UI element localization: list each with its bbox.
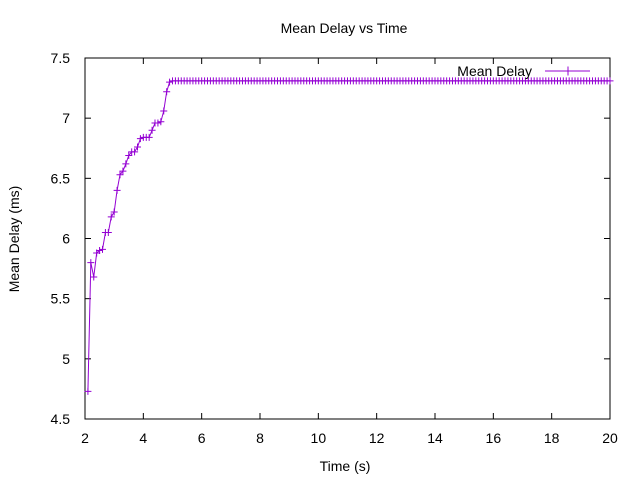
data-point	[154, 119, 162, 127]
series-line-mean-delay	[87, 80, 610, 392]
x-tick-label: 10	[311, 430, 327, 446]
data-point	[84, 387, 92, 395]
data-point	[125, 151, 133, 159]
x-tick-label: 16	[486, 430, 502, 446]
x-tick-label: 8	[256, 430, 264, 446]
y-tick-label: 6.5	[51, 170, 71, 186]
data-point	[99, 245, 106, 253]
data-point	[134, 143, 141, 151]
data-point	[166, 78, 174, 86]
legend: Mean Delay	[457, 63, 590, 79]
x-tick-label: 6	[198, 430, 206, 446]
data-point	[110, 208, 118, 216]
chart-title: Mean Delay vs Time	[281, 20, 408, 36]
x-axis-label: Time (s)	[320, 458, 371, 474]
data-point	[90, 273, 98, 281]
data-point	[96, 247, 104, 255]
legend-label-mean-delay: Mean Delay	[457, 63, 532, 79]
x-tick-label: 14	[427, 430, 443, 446]
data-point	[160, 107, 168, 115]
y-tick-label: 5.5	[51, 291, 71, 307]
x-tick-label: 4	[139, 430, 147, 446]
y-tick-label: 6	[62, 231, 70, 247]
y-tick-label: 7.5	[51, 50, 71, 66]
series-layer	[84, 77, 614, 395]
data-point	[606, 77, 614, 85]
y-tick-label: 5	[62, 351, 70, 367]
x-tick-label: 18	[544, 430, 560, 446]
data-point	[116, 171, 124, 179]
y-axis: 4.5 5 5.5 6 6.5 7 7.5	[51, 50, 610, 427]
data-point	[107, 213, 115, 221]
y-axis-label: Mean Delay (ms)	[6, 186, 22, 293]
y-tick-label: 7	[62, 110, 70, 126]
x-tick-label: 2	[81, 430, 89, 446]
data-point	[145, 133, 153, 141]
y-tick-label: 4.5	[51, 411, 71, 427]
legend-marker-mean-delay	[563, 66, 573, 76]
data-point	[131, 148, 139, 156]
data-point	[136, 135, 144, 143]
data-point	[119, 167, 127, 175]
data-point	[104, 228, 112, 236]
data-point	[157, 118, 165, 126]
data-point	[148, 126, 156, 134]
data-point	[163, 88, 171, 96]
x-axis: 2 4 6 8 10 12 14 16 18 20	[81, 58, 618, 446]
x-tick-label: 12	[369, 430, 385, 446]
data-point	[87, 259, 95, 267]
data-point	[113, 186, 121, 194]
x-tick-label: 20	[602, 430, 618, 446]
data-point	[122, 160, 130, 168]
